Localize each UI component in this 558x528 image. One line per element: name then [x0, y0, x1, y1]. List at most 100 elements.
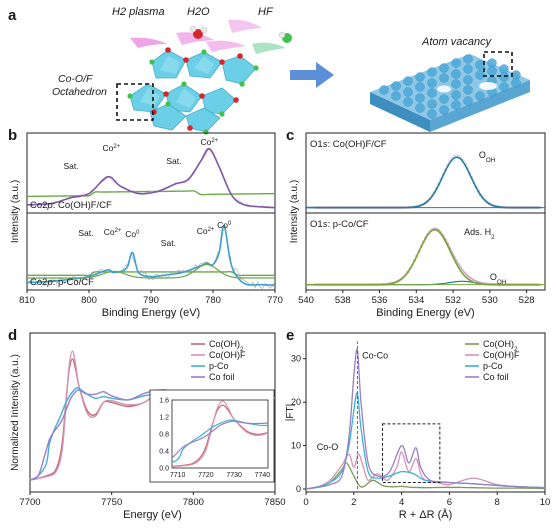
- panel-c-letter: c: [286, 127, 294, 144]
- d-x-tick-label: 7800: [183, 497, 204, 508]
- c-y-label: Intensity (a.u.): [289, 180, 300, 243]
- hf-molecule-icon: [252, 31, 292, 54]
- d-inset-line: [172, 404, 268, 468]
- b-peak-label: Co2+: [200, 137, 218, 147]
- d-legend-label: Co(OH)F: [209, 350, 246, 360]
- c-x-tick-label: 532: [445, 295, 461, 306]
- e-x-label: R + ΔR (Å): [399, 508, 453, 521]
- octahedron-selection-box: [116, 83, 154, 121]
- c-x-tick-label: 536: [372, 295, 388, 306]
- b-subplot-label: Co2p: p-Co/CF: [30, 277, 94, 288]
- c-subplot-label: O1s: p-Co/CF: [310, 219, 369, 230]
- c-x-tick-label: 534: [408, 295, 424, 306]
- e-y-label: |FT|: [285, 404, 296, 421]
- d-inset-x-tick: 7740: [255, 472, 271, 479]
- e-y-tick-label: 30: [291, 354, 301, 364]
- d-x-label: Energy (eV): [123, 509, 182, 521]
- plasma-streak-icon: [130, 19, 262, 52]
- c-peak-label: OOH: [490, 272, 507, 286]
- b-subplot-label: Co2p: Co(OH)F/CF: [30, 200, 112, 211]
- b-peak-label: Co2+: [197, 226, 215, 236]
- c-envelope: [305, 228, 542, 286]
- chart-e: 0 2 4 6 8 10 R + ΔR (Å) 0 10 20 30 |FT| Co-Co Co-O Co(…: [285, 332, 550, 521]
- d-inset-y-tick: 0.8: [159, 432, 169, 439]
- vacancy-hole: [479, 82, 497, 90]
- d-inset-x-tick: 7730: [226, 472, 242, 479]
- e-legend-label: Co foil: [483, 372, 509, 382]
- d-legend-label: Co(OH)2: [209, 339, 244, 353]
- chart-b: 810 800 790 780 770 Binding Energy (eV) Intens…: [10, 132, 283, 319]
- panel-e-letter: e: [286, 327, 294, 344]
- label-co-o-f: Co-O/F: [58, 73, 93, 85]
- b-component-line: [27, 263, 275, 279]
- b-fit-line: [26, 147, 276, 209]
- panel-b-letter: b: [8, 127, 17, 144]
- d-inset-frame: [149, 389, 275, 483]
- d-inset: 7710 7720 7730 7740 0.0 0.4 0.8 1.2 1.6: [149, 389, 275, 483]
- panel-a-letter: a: [8, 7, 17, 24]
- e-annotation-co-o: Co-O: [317, 442, 339, 452]
- e-highlight-box: [381, 423, 441, 483]
- b-peak-label: Co2+: [104, 227, 122, 237]
- label-hf: HF: [258, 6, 274, 18]
- c-peak-label: OOH: [479, 150, 496, 164]
- e-x-tick-label: 6: [447, 497, 452, 508]
- d-inset-line: [172, 420, 268, 459]
- b-peak-label: Co0: [125, 229, 140, 239]
- c-x-tick-label: 528: [519, 295, 535, 306]
- b-x-tick-label: 790: [143, 295, 159, 306]
- label-octahedron: Octahedron: [52, 86, 107, 98]
- d-legend-label: Co foil: [209, 372, 235, 382]
- e-x-tick-label: 0: [303, 497, 308, 508]
- b-x-tick-label: 780: [205, 295, 221, 306]
- e-annotation-co-co: Co-Co: [362, 351, 388, 361]
- c-peak-label: Ads. H2: [464, 227, 495, 241]
- d-inset-y-tick: 0.4: [159, 449, 169, 456]
- d-inset-line: [172, 400, 268, 468]
- d-x-tick-label: 7700: [19, 497, 40, 508]
- b-peak-label: Sat.: [78, 228, 93, 238]
- e-x-tick-label: 2: [351, 497, 356, 508]
- c-fit-line: [305, 156, 542, 209]
- b-x-label: Binding Energy (eV): [102, 307, 200, 319]
- right-arrow-icon: [290, 62, 334, 88]
- d-inset-plot: [171, 399, 269, 469]
- chart-c: 540 538 536 534 532 530 528 Binding Energy (eV)…: [289, 132, 546, 319]
- d-inset-y-tick: 1.6: [159, 398, 169, 405]
- label-h2-plasma: H2 plasma: [112, 6, 165, 18]
- d-inset-x-tick: 7720: [198, 472, 214, 479]
- c-x-tick-label: 538: [335, 295, 351, 306]
- b-peak-label: Sat.: [63, 161, 78, 171]
- c-frame: [305, 132, 546, 291]
- chart-d: 7700 7750 7800 7850 Energy (eV) Normalized In…: [10, 332, 286, 521]
- d-inset-y-tick: 1.2: [159, 415, 169, 422]
- e-legend-label: Co(OH)2: [483, 339, 518, 353]
- e-y-tick-label: 0: [296, 484, 301, 494]
- b-x-tick-label: 810: [19, 295, 35, 306]
- d-x-tick-label: 7750: [101, 497, 122, 508]
- label-atom-vacancy: Atom vacancy: [421, 36, 493, 48]
- b-x-tick-label: 770: [267, 295, 283, 306]
- vacancy-selection-box: [483, 51, 513, 77]
- atom-slab: [370, 54, 530, 132]
- c-fit-line: [305, 228, 542, 286]
- e-series-line: [305, 348, 546, 490]
- c-x-tick-label: 530: [482, 295, 498, 306]
- e-series-line: [305, 462, 546, 490]
- d-x-tick-label: 7850: [264, 497, 285, 508]
- c-x-label: Binding Energy (eV): [376, 307, 474, 319]
- c-subplot-label: O1s: Co(OH)F/CF: [310, 139, 387, 150]
- e-x-tick-label: 4: [399, 497, 404, 508]
- e-x-tick-label: 8: [495, 497, 500, 508]
- b-y-label: Intensity (a.u.): [10, 180, 21, 243]
- e-y-tick-label: 10: [291, 441, 301, 451]
- d-y-label: Normalized Intensity (a.u.): [10, 354, 21, 471]
- d-inset-x-tick: 7710: [170, 472, 186, 479]
- b-x-tick-label: 800: [81, 295, 97, 306]
- e-legend-label: p-Co: [483, 361, 503, 371]
- b-peak-label: Sat.: [166, 156, 181, 166]
- d-legend-label: p-Co: [209, 361, 229, 371]
- b-background-line: [27, 270, 275, 277]
- b-fit-line: [26, 224, 276, 287]
